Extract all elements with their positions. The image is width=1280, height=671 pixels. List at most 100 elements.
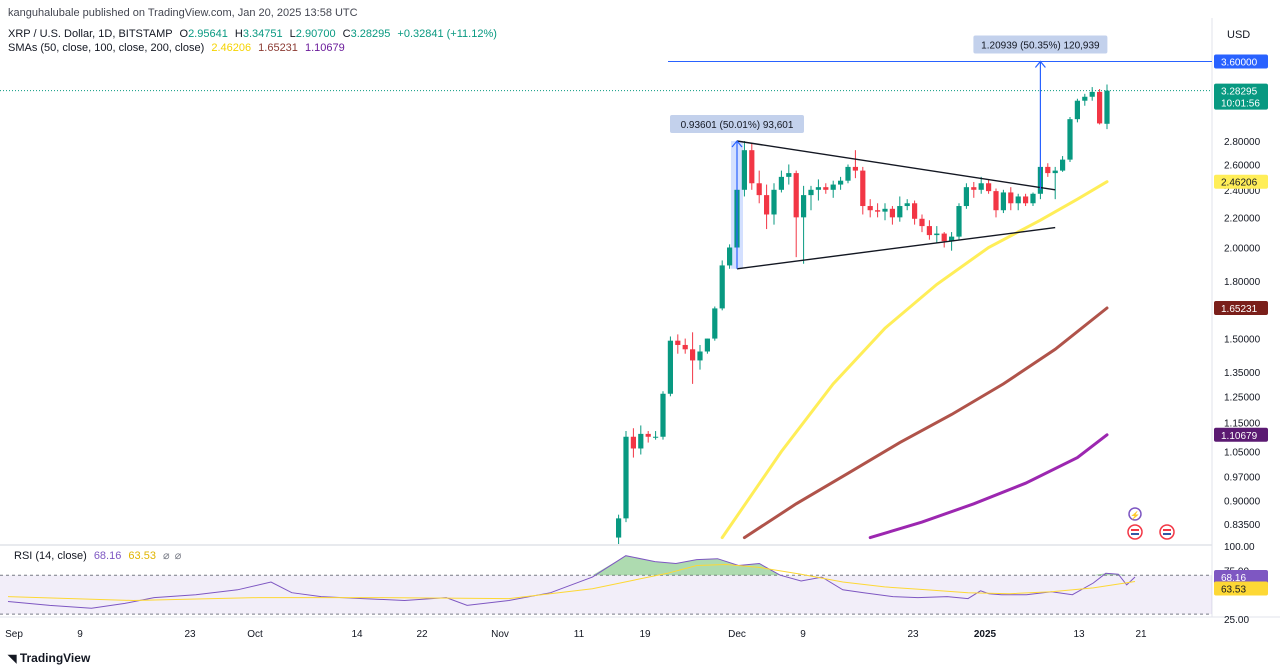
candle-body xyxy=(786,173,792,177)
time-tick-label: 2025 xyxy=(974,629,997,640)
candle-body xyxy=(719,265,725,309)
rsi-tick-label: 25.00 xyxy=(1224,615,1249,626)
candle-body xyxy=(697,351,703,361)
time-tick-label: 23 xyxy=(184,629,196,640)
candle xyxy=(630,428,636,458)
candle xyxy=(749,143,755,190)
candle-body xyxy=(956,206,962,237)
candle xyxy=(1015,193,1021,211)
candle-body xyxy=(749,150,755,184)
candle xyxy=(912,200,918,225)
rsi-legend-label[interactable]: RSI (14, close) xyxy=(14,550,87,562)
candle-body xyxy=(741,150,747,190)
measure-arrowhead-2 xyxy=(1034,60,1046,68)
candle xyxy=(875,203,881,218)
price-tick-label: 0.83500 xyxy=(1224,520,1261,531)
visibility-icon[interactable]: ⌀ xyxy=(163,550,170,562)
sma50-badge-bg xyxy=(1214,174,1268,189)
rsi-line xyxy=(7,555,1136,609)
lightning-glyph-icon: ⚡ xyxy=(1130,510,1140,520)
target-price-badge-bg xyxy=(1214,54,1268,69)
candle-body xyxy=(1082,96,1088,101)
candle-body xyxy=(808,189,814,196)
candle xyxy=(986,179,992,194)
trendline-2 xyxy=(736,226,1056,270)
sma50-badge: 2.46206 xyxy=(1221,178,1258,189)
candle-body xyxy=(675,340,681,345)
footer-logo[interactable]: ◥ TradingView xyxy=(8,651,90,665)
candle-body xyxy=(949,236,955,242)
candle-body xyxy=(616,518,622,538)
candle-body xyxy=(1000,192,1006,211)
sma-legend-label[interactable]: SMAs (50, close, 100, close, 200, close) xyxy=(8,42,205,54)
candle-body xyxy=(682,344,688,350)
rsi-legend: RSI (14, close) 68.16 63.53 ⌀ ⌀ xyxy=(14,549,181,562)
flag-stripe-icon xyxy=(1131,533,1139,535)
candle-body xyxy=(882,208,888,212)
candle xyxy=(823,183,829,194)
symbol-name[interactable]: XRP / U.S. Dollar, 1D, BITSTAMP xyxy=(8,28,173,40)
price-tick-label: 1.50000 xyxy=(1224,335,1261,346)
price-tick-label: 0.97000 xyxy=(1224,473,1261,484)
candle xyxy=(1067,117,1073,163)
candle xyxy=(638,425,644,455)
rsi-badge: 68.16 xyxy=(1221,573,1246,584)
candle-body xyxy=(875,210,881,212)
ohlc-change: +0.32841 (+11.12%) xyxy=(397,28,497,40)
candle-body xyxy=(1097,91,1103,124)
time-tick-label: 9 xyxy=(800,629,806,640)
candle xyxy=(1104,84,1110,130)
price-tick-label: 2.00000 xyxy=(1224,244,1261,255)
candle-body xyxy=(793,173,799,218)
candle-body xyxy=(963,187,969,207)
ohlc-high: H3.34751 xyxy=(234,28,283,40)
candle xyxy=(1097,88,1103,125)
candle xyxy=(978,176,984,194)
target-price-badge: 3.60000 xyxy=(1221,57,1258,68)
price-tick-label: 1.05000 xyxy=(1224,447,1261,458)
candle xyxy=(719,260,725,311)
sma200-badge-bg xyxy=(1214,427,1268,442)
candle-body xyxy=(867,206,873,211)
candle-body xyxy=(1052,170,1058,174)
flag-stripe-icon xyxy=(1163,529,1171,531)
candle xyxy=(764,184,770,230)
candle xyxy=(741,141,747,197)
candle-body xyxy=(1015,196,1021,204)
settings-icon[interactable]: ⌀ xyxy=(174,550,182,562)
sma-legend-50: 2.46206 xyxy=(211,42,252,54)
candle-body xyxy=(986,183,992,192)
price-tick-label: 1.80000 xyxy=(1224,277,1261,288)
candle-body xyxy=(727,247,733,266)
candle xyxy=(801,185,807,264)
candle xyxy=(623,431,629,523)
measure-label-1: 0.93601 (50.01%) 93,601 xyxy=(681,120,794,131)
flag-stripe-icon xyxy=(1163,533,1171,535)
candle-body xyxy=(1023,196,1029,204)
time-tick-label: Sep xyxy=(5,629,23,640)
candle xyxy=(645,431,651,443)
last-price-badge: 3.28295 xyxy=(1221,87,1258,98)
candle-body xyxy=(1045,166,1051,174)
candle-body xyxy=(823,187,829,190)
candle-body xyxy=(860,170,866,207)
candle-body xyxy=(756,183,762,196)
sma-legend: SMAs (50, close, 100, close, 200, close)… xyxy=(8,42,345,54)
candle-body xyxy=(1030,193,1036,204)
footer-logo-text: TradingView xyxy=(19,651,91,665)
sma100-badge-bg xyxy=(1214,300,1268,315)
candle-body xyxy=(1104,90,1110,124)
sma100-badge: 1.65231 xyxy=(1221,304,1258,315)
candle-body xyxy=(667,340,673,394)
candle xyxy=(704,338,710,354)
price-tick-label: 1.35000 xyxy=(1224,368,1261,379)
us-flag-event-icon-1 xyxy=(1127,524,1143,540)
candle xyxy=(815,179,821,201)
currency-label[interactable]: USD xyxy=(1227,29,1251,41)
candle-body xyxy=(1060,159,1066,171)
candle-body xyxy=(1089,91,1095,97)
measure-box-2 xyxy=(973,35,1108,54)
sma-line-2 xyxy=(742,306,1109,540)
lightning-event-icon xyxy=(1128,507,1142,521)
